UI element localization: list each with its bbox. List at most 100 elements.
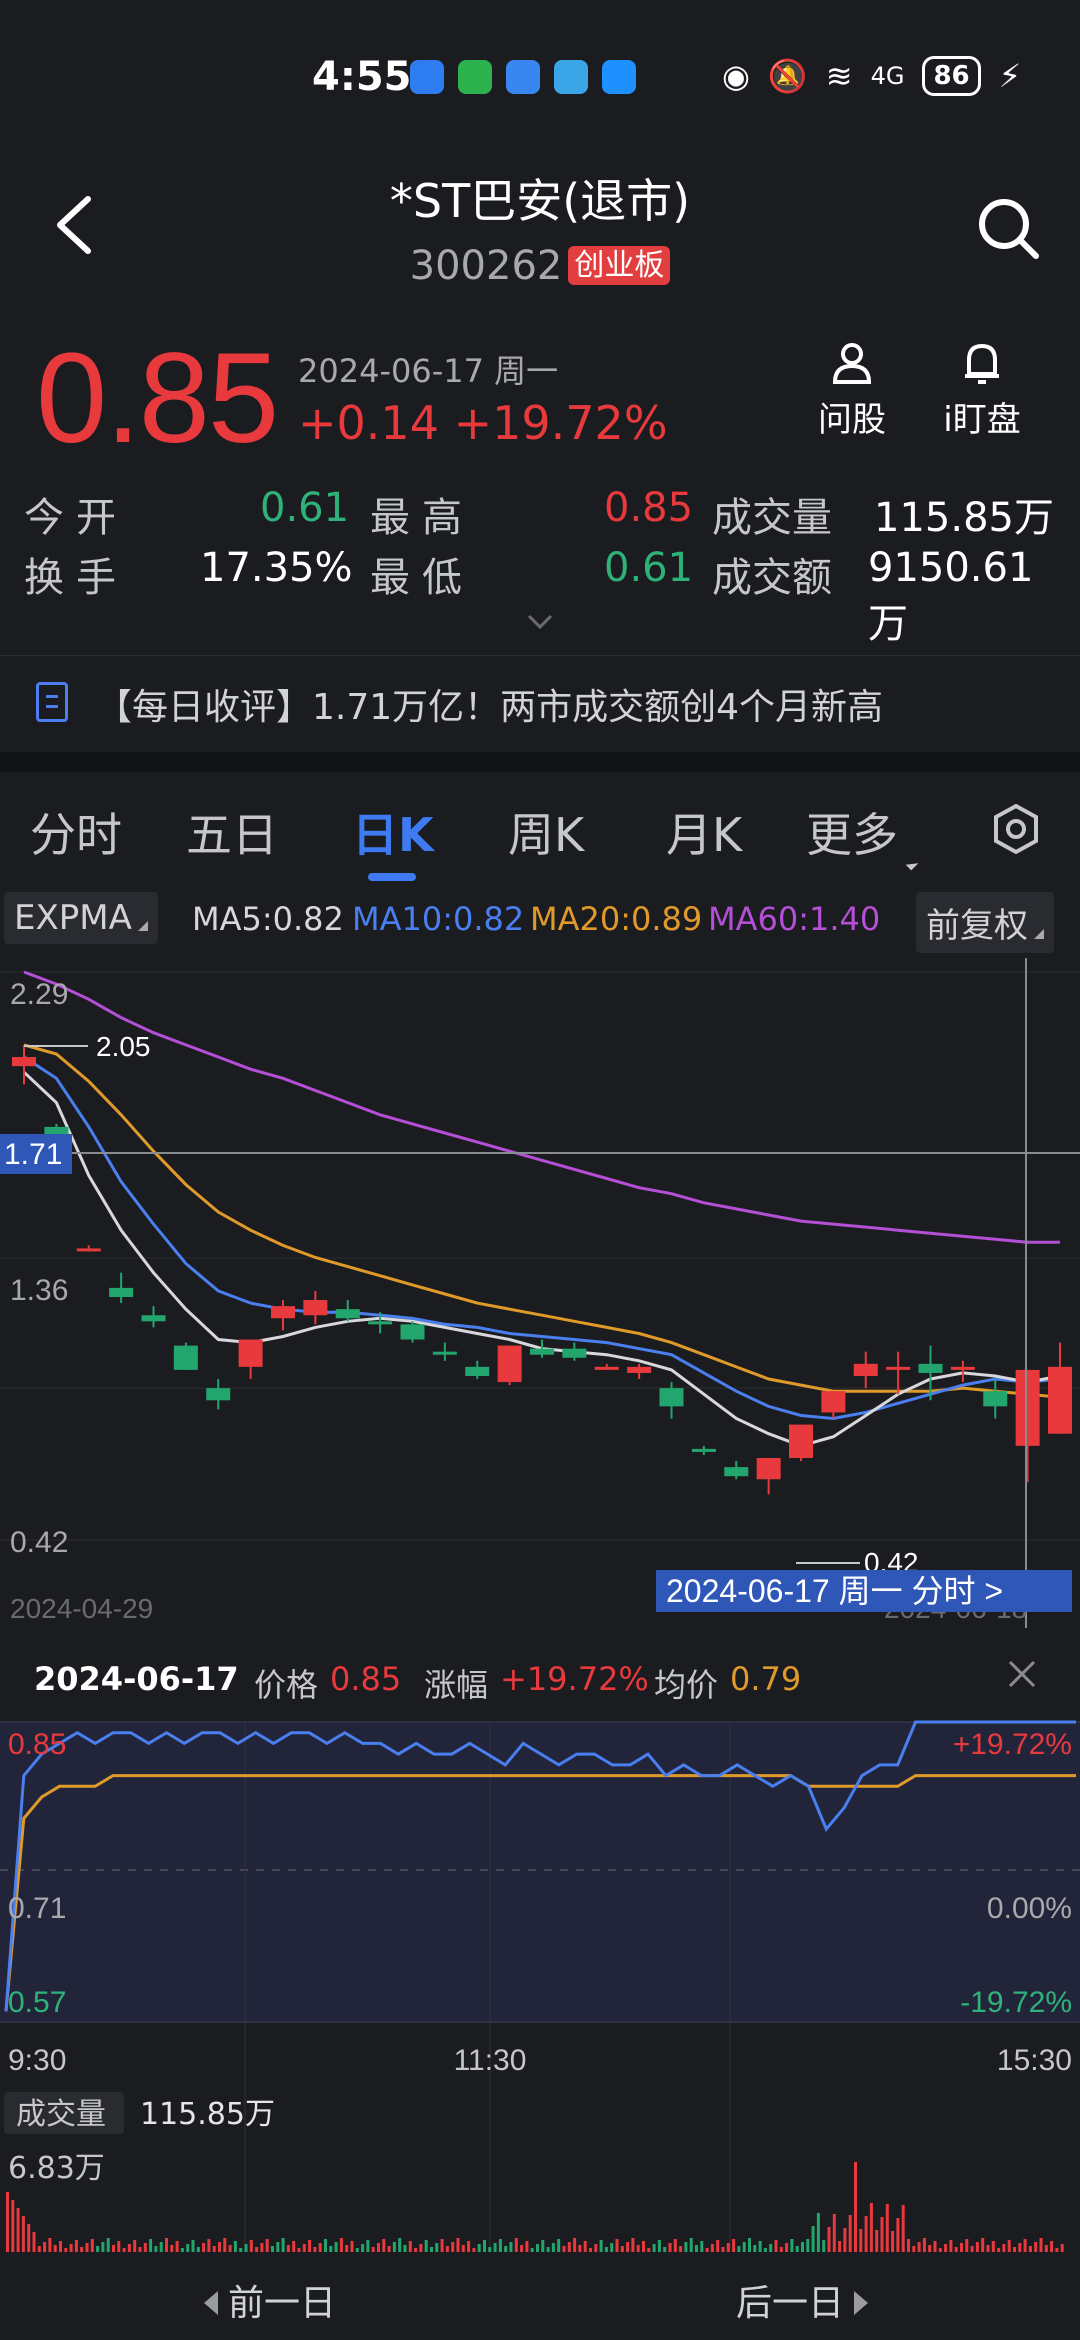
candle bbox=[465, 1360, 490, 1380]
candle bbox=[271, 1300, 295, 1331]
volume-bar bbox=[403, 2245, 407, 2252]
volume-bar bbox=[302, 2244, 306, 2252]
volume-bar bbox=[366, 2240, 370, 2252]
volume-bar bbox=[392, 2242, 396, 2252]
candle bbox=[627, 1363, 652, 1380]
candle bbox=[918, 1345, 943, 1401]
volume-bar bbox=[589, 2248, 592, 2252]
volume-bar bbox=[16, 2208, 20, 2252]
back-icon[interactable] bbox=[52, 195, 96, 255]
volume-bar bbox=[32, 2232, 36, 2252]
candle bbox=[789, 1424, 813, 1462]
volume-bar bbox=[790, 2239, 794, 2252]
candle bbox=[497, 1345, 522, 1386]
candle bbox=[950, 1360, 975, 1383]
indicator-row: EXPMA MA5:0.82 MA10:0.82 MA20:0.89 MA60:… bbox=[0, 888, 1080, 953]
candle bbox=[594, 1363, 619, 1370]
candle-body bbox=[44, 1126, 69, 1137]
volume-bar bbox=[64, 2248, 68, 2252]
volume-bar bbox=[626, 2242, 630, 2252]
next-day-button[interactable]: 后一日 bbox=[736, 2274, 869, 2326]
volume-bar bbox=[705, 2248, 709, 2252]
volume-bar bbox=[1002, 2244, 1006, 2252]
watch-button[interactable]: i盯盘 bbox=[936, 340, 1028, 441]
adjust-selector[interactable]: 前复权 bbox=[916, 892, 1054, 953]
candle-body bbox=[368, 1321, 393, 1325]
prev-day-button[interactable]: 前一日 bbox=[204, 2274, 336, 2326]
volume-bar bbox=[239, 2248, 243, 2252]
section-divider bbox=[0, 752, 1080, 772]
intraday-chart[interactable]: 0.85 0.71 0.57 +19.72% 0.00% -19.72% 9:3… bbox=[0, 1630, 1080, 2260]
candle-body bbox=[950, 1366, 975, 1370]
volume-bar bbox=[933, 2241, 937, 2252]
kline-chart[interactable]: 2.29 1.36 0.42 1.71 2.05 0.42 2024-04-29… bbox=[0, 958, 1080, 1628]
volume-bar bbox=[445, 2246, 449, 2252]
volume-bar bbox=[928, 2245, 932, 2252]
volume-bar bbox=[615, 2239, 619, 2252]
search-icon[interactable] bbox=[976, 196, 1040, 260]
volume-bar bbox=[451, 2242, 455, 2252]
volume-bar bbox=[795, 2246, 799, 2252]
cursor-date-label[interactable]: 2024-06-17 周一 分时 > bbox=[666, 1573, 1003, 1609]
open-value: 0.61 bbox=[260, 485, 350, 531]
volume-bar bbox=[196, 2247, 200, 2252]
volume-bar bbox=[859, 2229, 863, 2252]
volume-bar bbox=[748, 2238, 751, 2252]
volume-bar bbox=[260, 2243, 264, 2252]
volume-bar bbox=[133, 2240, 137, 2252]
current-price: 0.85 bbox=[36, 327, 279, 470]
candle bbox=[724, 1461, 749, 1480]
tab-weekly-k[interactable]: 周K bbox=[508, 808, 585, 862]
kline-candles bbox=[12, 1044, 1072, 1495]
candle-body bbox=[659, 1388, 684, 1407]
volume-bar bbox=[101, 2242, 105, 2252]
chart-tabs: 分时 五日 日K 周K 月K 更多 bbox=[0, 775, 1080, 885]
tab-monthly-k[interactable]: 月K bbox=[666, 808, 743, 862]
tab-intraday[interactable]: 分时 bbox=[30, 808, 122, 862]
volume-bar bbox=[726, 2243, 730, 2252]
volume-bar bbox=[498, 2239, 502, 2252]
volume-bar bbox=[361, 2244, 365, 2252]
volume-bar bbox=[122, 2248, 126, 2252]
volume-bar bbox=[530, 2248, 534, 2252]
volume-tag bbox=[4, 2092, 124, 2134]
volume-bar bbox=[1044, 2245, 1048, 2252]
volume-bar bbox=[112, 2245, 115, 2252]
close-icon[interactable] bbox=[1006, 1658, 1038, 1690]
high-label: 最高 bbox=[370, 495, 474, 541]
chevron-down-icon[interactable] bbox=[526, 612, 554, 632]
volume-bar bbox=[21, 2216, 25, 2252]
volume-bar bbox=[371, 2247, 375, 2252]
ask-stock-button[interactable]: 问股 bbox=[812, 340, 892, 441]
volume-bar bbox=[477, 2244, 481, 2252]
intraday-change: +19.72% bbox=[500, 1660, 649, 1698]
volume-bar bbox=[663, 2247, 667, 2252]
open-label: 今开 bbox=[24, 495, 128, 541]
volume-bar bbox=[6, 2192, 9, 2252]
news-banner[interactable]: 【每日收评】1.71万亿！两市成交额创4个月新高 bbox=[0, 655, 1080, 747]
volume-bar bbox=[854, 2162, 857, 2252]
tab-daily-k[interactable]: 日K bbox=[352, 808, 434, 862]
volume-bar bbox=[536, 2244, 539, 2252]
candle-body bbox=[530, 1348, 554, 1355]
volume-bar bbox=[827, 2227, 831, 2252]
volume-bar bbox=[377, 2243, 380, 2252]
candle-body bbox=[886, 1366, 911, 1370]
ask-stock-label: 问股 bbox=[818, 400, 886, 440]
volume-bar bbox=[1023, 2239, 1027, 2252]
settings-icon[interactable] bbox=[990, 803, 1042, 855]
tab-five-day[interactable]: 五日 bbox=[186, 808, 278, 862]
volume-bar bbox=[255, 2247, 259, 2252]
volume-bar bbox=[345, 2245, 349, 2252]
stats-grid: 今开 0.61 最高 0.85 成交量 115.85万 换手 17.35% 最低… bbox=[24, 485, 1064, 647]
charging-icon: ⚡ bbox=[998, 57, 1022, 95]
volume-bar bbox=[170, 2245, 174, 2252]
indicator-selector[interactable]: EXPMA bbox=[4, 892, 158, 944]
volume-tag-label: 成交量 bbox=[16, 2097, 106, 2132]
cursor-date-box[interactable] bbox=[656, 1570, 1072, 1612]
tab-more[interactable]: 更多 bbox=[806, 799, 919, 871]
volume-bar bbox=[695, 2245, 698, 2252]
volume-bar bbox=[271, 2246, 274, 2252]
volume-bar bbox=[811, 2226, 815, 2252]
change-amount: +0.14 bbox=[298, 396, 439, 450]
